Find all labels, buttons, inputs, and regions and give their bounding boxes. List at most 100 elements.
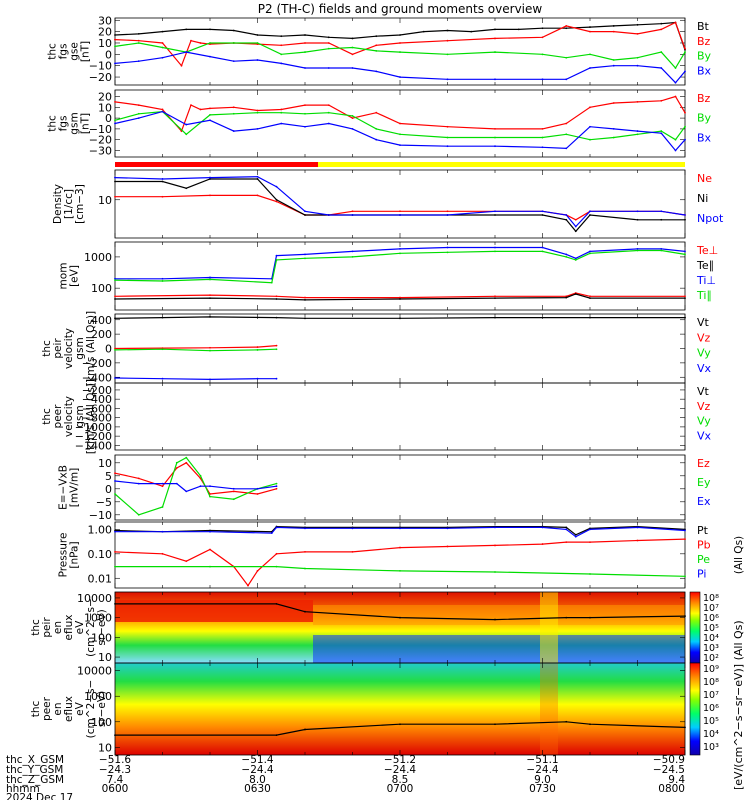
y-tick-label-fgs_gse: 30 (98, 14, 112, 27)
point-fgs_gsm-2 (612, 128, 615, 130)
point-fgs_gse-2 (375, 50, 378, 52)
point-fgs_gse-0 (256, 34, 259, 36)
point-fgs_gsm-2 (674, 149, 677, 152)
point-fgs_gsm-2 (114, 122, 116, 125)
point-fgs_gse-1 (199, 42, 202, 44)
point-temperature-3 (161, 280, 164, 282)
y-tick-label-fgs_gsm: −30 (89, 145, 112, 158)
point-peer_eflux-0 (494, 723, 496, 726)
time-axis-x_gsm: −51.6 (99, 754, 131, 766)
point-fgs_gsm-1 (494, 136, 496, 139)
time-axis-hhmm: 0630 (244, 783, 271, 795)
point-temperature-1 (574, 293, 577, 295)
y-tick-label-peer_velocity: −600 (82, 402, 112, 415)
point-temperature-2 (636, 248, 639, 250)
point-fgs_gsm-1 (114, 119, 116, 122)
point-pressure-1 (256, 570, 259, 572)
point-pressure-3 (161, 530, 164, 533)
point-temperature-3 (589, 252, 591, 255)
point-pressure-3 (270, 532, 273, 535)
time-axis-x_gsm: −51.1 (526, 754, 558, 766)
point-peer_eflux-0 (114, 734, 116, 737)
point-efield-1 (161, 506, 164, 508)
point-fgs_gse-0 (517, 28, 520, 31)
point-pressure-3 (565, 528, 568, 531)
point-fgs_gsm-1 (684, 125, 686, 128)
point-peir_velocity-0 (275, 316, 278, 319)
point-fgs_gse-3 (280, 62, 283, 65)
y-axis-label-temperature: [eV] (69, 265, 81, 287)
point-peir_velocity-0 (161, 316, 164, 319)
legend-peer_velocity-1: Vz (697, 400, 711, 413)
point-efield-0 (232, 490, 235, 493)
point-pressure-2 (494, 571, 496, 573)
point-fgs_gse-3 (304, 67, 306, 69)
y-tick-label-peir_eflux: 10000 (77, 592, 112, 605)
point-temperature-3 (114, 279, 116, 282)
y-axis-label-efield: E=−VxB (58, 465, 70, 510)
point-temperature-0 (209, 294, 211, 296)
time-axis-hhmm: 0600 (102, 783, 129, 795)
time-axis-x_gsm: −51.2 (384, 754, 416, 766)
point-fgs_gse-3 (351, 67, 354, 69)
point-density-2 (275, 185, 278, 188)
y-axis-label-peir_eflux: (cm^2−s− (85, 598, 97, 657)
point-fgs_gse-0 (612, 25, 615, 27)
time-axis-z_gsm: 9.4 (668, 774, 685, 786)
point-pressure-2 (114, 565, 116, 568)
point-fgs_gse-0 (185, 28, 188, 31)
point-peir_eflux-0 (565, 616, 568, 619)
point-fgs_gse-2 (674, 67, 677, 69)
point-fgs_gse-2 (209, 42, 211, 44)
time-axis-y_gsm: −24.4 (526, 764, 558, 776)
point-density-2 (660, 210, 663, 213)
point-efield-2 (232, 487, 235, 490)
point-fgs_gse-1 (660, 28, 663, 31)
y-tick-label-peir_velocity: 200 (91, 328, 112, 341)
y-axis-label-peer_velocity: [km/s (All Qs)] (85, 379, 97, 454)
point-fgs_gse-3 (256, 59, 259, 61)
point-density-1 (589, 214, 591, 216)
point-temperature-3 (399, 252, 401, 255)
colorbar-bottom-tick: 10⁵ (703, 716, 719, 727)
point-fgs_gse-3 (565, 78, 568, 81)
point-temperature-2 (209, 276, 211, 279)
point-peir_eflux-0 (304, 610, 306, 613)
peer-eflux-spectrogram (115, 663, 685, 755)
legend-peir_velocity-0: Vt (697, 316, 710, 329)
point-temperature-1 (275, 298, 278, 300)
point-peir_eflux-0 (275, 602, 278, 605)
point-pressure-3 (589, 528, 591, 531)
plot-title: P2 (TH-C) fields and ground moments over… (258, 2, 543, 16)
y-tick-label-peir_velocity: −400 (82, 371, 112, 384)
point-fgs_gsm-2 (327, 122, 330, 125)
point-fgs_gse-2 (636, 56, 639, 59)
legend-efield-1: Ey (697, 476, 711, 489)
point-fgs_gse-3 (114, 62, 116, 65)
point-fgs_gsm-1 (660, 130, 663, 132)
point-fgs_gsm-1 (375, 128, 378, 130)
point-efield-2 (209, 485, 211, 488)
y-axis-label-fgs_gsm: thc (47, 115, 59, 132)
point-fgs_gsm-2 (280, 122, 283, 125)
y-axis-label-efield: [mV/m] (69, 468, 81, 507)
y-tick-label-fgs_gsm: −20 (89, 134, 112, 147)
series-fgs_gse-2 (114, 42, 686, 70)
point-fgs_gsm-2 (209, 119, 211, 122)
point-fgs_gsm-0 (280, 108, 283, 111)
point-temperature-2 (565, 253, 568, 256)
point-temperature-3 (446, 251, 449, 254)
point-density-2 (351, 214, 354, 216)
point-temperature-2 (114, 277, 116, 280)
point-fgs_gse-2 (684, 51, 686, 53)
y-axis-label-pressure: [nPa] (69, 541, 81, 568)
point-peir_velocity-0 (209, 315, 211, 318)
point-peer_eflux-0 (399, 723, 401, 726)
point-fgs_gsm-1 (137, 112, 140, 115)
y-axis-label-fgs_gse: fgs (58, 44, 70, 60)
point-efield-2 (185, 490, 188, 493)
point-fgs_gsm-1 (446, 136, 449, 139)
point-fgs_gsm-2 (684, 138, 686, 141)
point-efield-2 (161, 482, 164, 485)
time-axis-y_gsm: −24.4 (384, 764, 416, 776)
